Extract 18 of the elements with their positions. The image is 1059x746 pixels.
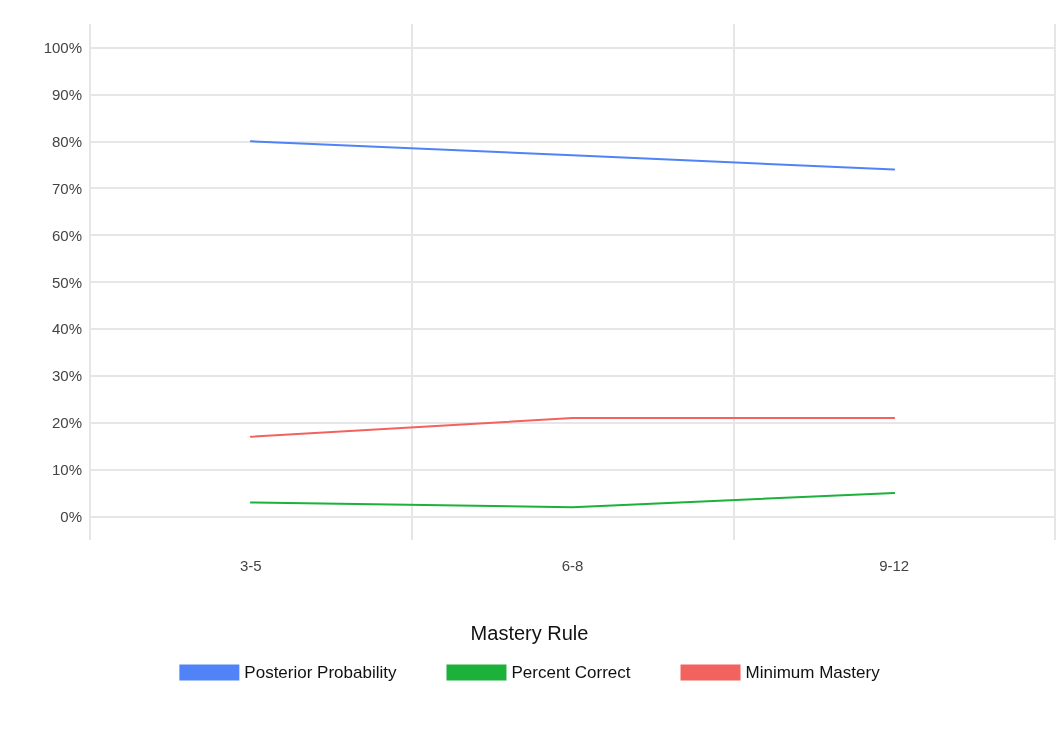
y-tick-label: 0% xyxy=(60,508,82,526)
y-tick-label: 80% xyxy=(51,132,82,150)
legend-title: Mastery Rule xyxy=(469,622,590,645)
y-tick-label: 60% xyxy=(51,226,82,244)
y-tick-label: 20% xyxy=(51,414,82,432)
y-tick-label: 100% xyxy=(43,38,82,56)
legend-label: Posterior Probability xyxy=(244,663,397,682)
x-tick-label: 3-5 xyxy=(239,557,262,574)
x-tick-label: 9-12 xyxy=(879,557,910,574)
x-tick-label: 6-8 xyxy=(561,557,584,574)
legend-label: Percent Correct xyxy=(511,663,631,682)
y-tick-label: 70% xyxy=(51,179,82,197)
y-tick-label: 90% xyxy=(51,85,82,103)
y-tick-label: 40% xyxy=(51,320,82,338)
legend-label: Minimum Mastery xyxy=(745,663,881,682)
y-tick-label: 30% xyxy=(51,367,82,385)
y-tick-label: 10% xyxy=(51,461,82,479)
y-tick-label: 50% xyxy=(51,273,82,291)
